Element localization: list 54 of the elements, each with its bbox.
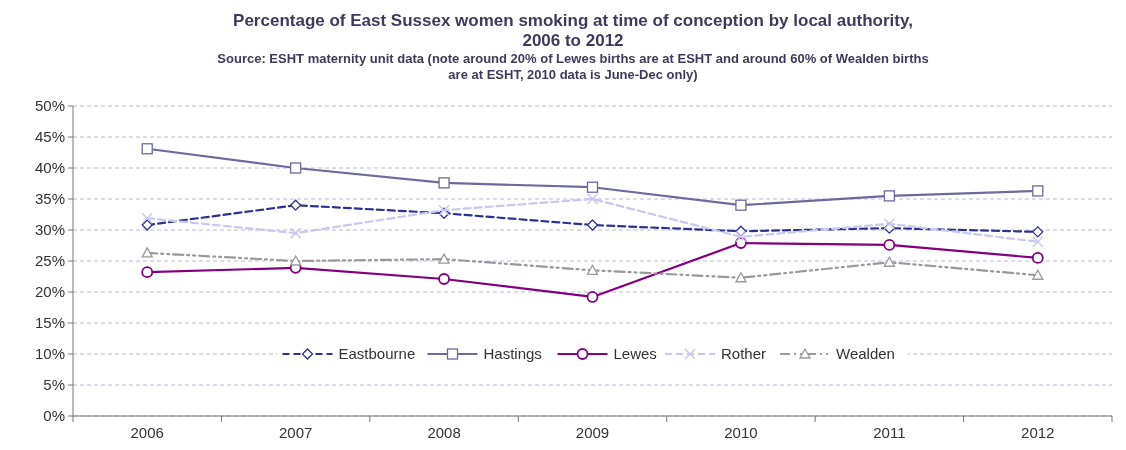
- point: [438, 253, 450, 264]
- y-tick-label: 5%: [43, 376, 65, 394]
- point: [289, 227, 302, 239]
- point: [735, 231, 747, 243]
- point: [586, 264, 599, 275]
- y-tick-label: 10%: [34, 345, 65, 363]
- x-tick-label: 2008: [427, 424, 461, 441]
- y-tick-label: 0%: [43, 407, 65, 425]
- chart-subtitle: Source: ESHT maternity unit data (note around 20% of Lewes births are at ESHT and around 60% of Wealden births are at ESHT, 2010 data is June-Dec only): [217, 51, 929, 82]
- point: [586, 291, 599, 303]
- point: [141, 266, 154, 279]
- y-tick-label: 40%: [34, 159, 65, 177]
- point: [1032, 185, 1044, 197]
- point: [883, 238, 896, 251]
- point: [1031, 252, 1044, 264]
- point: [586, 193, 599, 205]
- y-tick-label: 15%: [34, 314, 65, 332]
- point: [141, 219, 153, 231]
- x-tick-label: 2011: [873, 424, 906, 441]
- point: [289, 162, 302, 174]
- point: [1032, 236, 1044, 248]
- x-tick-label: 2012: [1021, 424, 1055, 441]
- point: [141, 212, 153, 224]
- point: [141, 143, 153, 155]
- y-tick-label: 35%: [34, 190, 65, 208]
- y-tick-label: 45%: [34, 128, 65, 146]
- x-tick-label: 2006: [130, 424, 164, 441]
- point: [1032, 269, 1044, 280]
- point: [141, 247, 153, 258]
- point: [438, 177, 450, 189]
- legend-label: Eastbourne: [338, 345, 416, 363]
- y-tick-label: 20%: [34, 283, 65, 301]
- point: [586, 181, 599, 193]
- legend-label: Wealden: [836, 345, 895, 363]
- point: [438, 273, 450, 285]
- x-tick-label: 2010: [724, 424, 758, 441]
- point: [883, 190, 896, 202]
- legend-label: Hastings: [483, 345, 542, 363]
- point: [289, 255, 302, 266]
- chart-title: Percentage of East Sussex women smoking at time of conception by local authority, 2006 to 2012: [233, 11, 913, 50]
- x-tick-label: 2009: [575, 424, 610, 441]
- y-tick-label: 30%: [34, 221, 65, 239]
- x-tick-label: 2007: [278, 424, 313, 441]
- point: [289, 199, 302, 211]
- y-tick-label: 50%: [34, 97, 65, 115]
- point: [883, 218, 896, 230]
- legend-label: Lewes: [613, 345, 657, 363]
- point: [883, 256, 896, 267]
- legend-label: Rother: [721, 345, 767, 363]
- point: [735, 199, 747, 211]
- point: [1032, 226, 1044, 238]
- point: [735, 272, 747, 283]
- y-tick-label: 25%: [34, 252, 65, 270]
- point: [586, 219, 599, 231]
